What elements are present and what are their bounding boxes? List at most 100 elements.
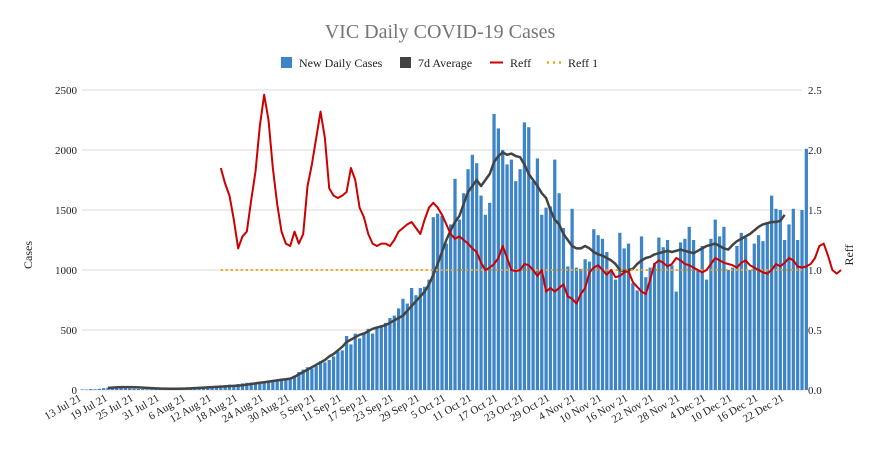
bar (414, 295, 418, 390)
bar (453, 178, 457, 390)
bar (336, 351, 340, 390)
line-7d-average (107, 151, 786, 391)
bar (704, 279, 709, 390)
bar (609, 270, 613, 390)
bar (457, 219, 461, 390)
bar (492, 114, 496, 390)
y2-axis-title: Reff (842, 244, 856, 265)
bar (97, 388, 101, 390)
bar (631, 283, 635, 390)
bar (574, 267, 579, 390)
bar (258, 381, 262, 390)
bar (518, 169, 522, 390)
bar (592, 229, 596, 390)
bar (678, 242, 683, 390)
bar (80, 389, 84, 390)
bar (405, 303, 409, 390)
line-reff (219, 93, 842, 305)
bars-new-daily-cases (80, 114, 808, 391)
y-tick-label: 2500 (55, 85, 78, 97)
bar (466, 169, 470, 390)
bar (752, 243, 756, 390)
bar (431, 217, 435, 390)
bar (548, 206, 553, 390)
bar (119, 387, 123, 390)
y2-tick-label: 2.0 (808, 145, 822, 157)
legend-label-reff: Reff (510, 56, 531, 70)
bar (93, 389, 97, 390)
bar (687, 226, 691, 390)
bar (626, 243, 631, 390)
bar (262, 381, 266, 390)
bar (770, 195, 774, 390)
bar (301, 369, 305, 390)
bar (639, 236, 644, 390)
bar (410, 288, 414, 390)
bar (154, 389, 158, 390)
bar (89, 389, 93, 390)
legend-label-7d-average: 7d Average (418, 56, 472, 70)
bar (553, 159, 557, 390)
bar (613, 279, 618, 390)
bar (370, 333, 375, 390)
bar (522, 122, 527, 391)
bar (605, 252, 609, 390)
bar (761, 241, 765, 390)
bar (696, 270, 700, 390)
bar (106, 387, 110, 390)
bar (253, 383, 258, 390)
bar (375, 326, 379, 390)
bar (540, 214, 544, 390)
bar (349, 344, 353, 390)
bar (800, 210, 804, 390)
bar (514, 181, 518, 390)
y2-tick-label: 1.5 (808, 205, 822, 217)
bar (583, 259, 587, 390)
y2-tick-label: 1.0 (808, 265, 822, 277)
bar (531, 181, 535, 390)
bar (648, 267, 652, 390)
bar (765, 222, 769, 390)
legend-label-new-daily-cases: New Daily Cases (299, 56, 383, 70)
bar (149, 389, 154, 390)
bar (713, 219, 717, 390)
bar (331, 356, 336, 390)
bar (652, 262, 657, 390)
bar (379, 325, 383, 390)
bar (462, 193, 466, 390)
bar (366, 328, 370, 390)
bar (700, 246, 704, 390)
bar (787, 224, 791, 390)
bar (470, 154, 474, 390)
bar (657, 237, 661, 390)
bar (353, 333, 357, 390)
bar (240, 383, 245, 390)
bar (579, 268, 583, 390)
bar (236, 384, 240, 390)
bar (340, 350, 344, 390)
bar (748, 270, 752, 390)
bar (475, 163, 479, 390)
bar (600, 238, 605, 390)
bar (674, 291, 678, 390)
bar (735, 246, 739, 390)
bar (436, 213, 440, 390)
bar (397, 308, 401, 390)
bar (527, 127, 531, 390)
bar (726, 270, 730, 390)
bar (730, 267, 735, 390)
bar (535, 158, 540, 390)
legend-label-reff-1: Reff 1 (568, 56, 598, 70)
y2-tick-label: 2.5 (808, 85, 822, 97)
bar (288, 379, 292, 390)
bar (774, 208, 778, 390)
y-tick-label: 1000 (55, 265, 78, 277)
bar (483, 214, 487, 390)
y-axis-title: Cases (21, 241, 35, 269)
bar (757, 235, 761, 390)
bar (314, 366, 318, 390)
bar (622, 248, 626, 390)
bar (717, 236, 722, 390)
